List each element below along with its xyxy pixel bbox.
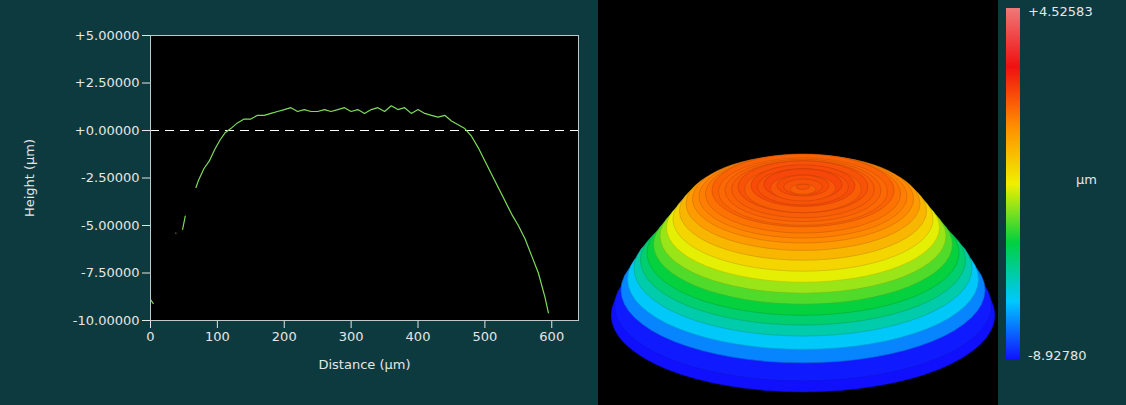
svg-text:-8.92780: -8.92780 — [1028, 348, 1086, 363]
svg-text:+2.50000: +2.50000 — [75, 75, 140, 90]
svg-text:0: 0 — [146, 329, 154, 344]
svg-text:+5.00000: +5.00000 — [75, 28, 140, 43]
svg-text:Height (µm): Height (µm) — [22, 139, 37, 217]
svg-text:-2.50000: -2.50000 — [81, 170, 139, 185]
svg-text:400: 400 — [406, 329, 431, 344]
svg-text:-10.00000: -10.00000 — [73, 313, 140, 328]
svg-text:+4.52583: +4.52583 — [1028, 4, 1093, 19]
svg-text:-5.00000: -5.00000 — [81, 218, 139, 233]
svg-text:100: 100 — [205, 329, 230, 344]
svg-text:+0.00000: +0.00000 — [75, 123, 140, 138]
svg-text:Distance (µm): Distance (µm) — [318, 357, 410, 372]
svg-text:-7.50000: -7.50000 — [81, 265, 139, 280]
svg-text:200: 200 — [272, 329, 297, 344]
svg-text:600: 600 — [539, 329, 564, 344]
svg-text:µm: µm — [1076, 172, 1097, 187]
svg-text:300: 300 — [339, 329, 364, 344]
svg-text:500: 500 — [472, 329, 497, 344]
